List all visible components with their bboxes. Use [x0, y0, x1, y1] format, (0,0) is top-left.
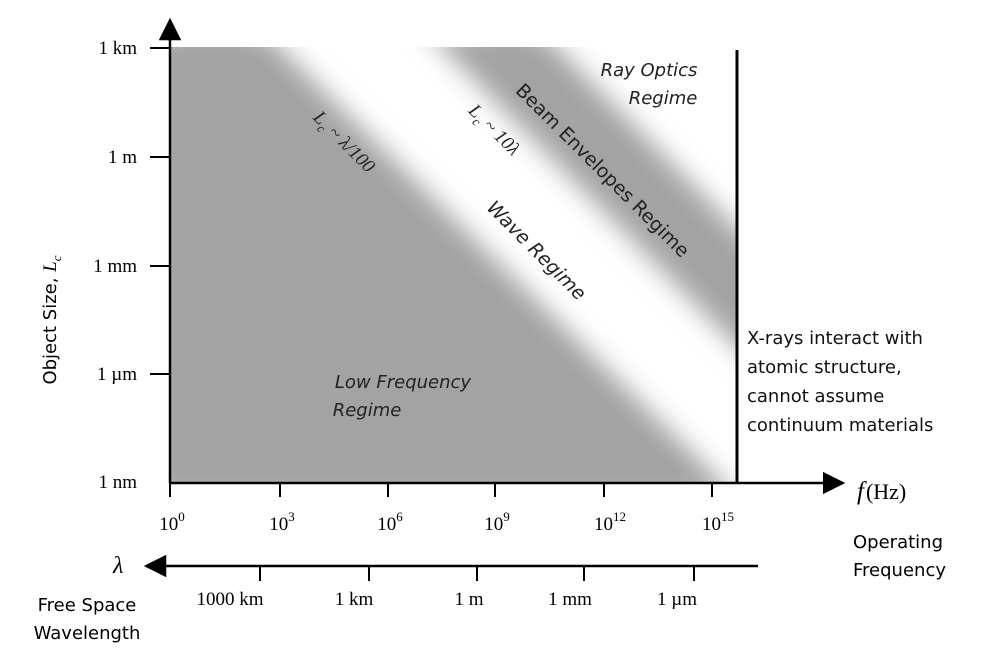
free-space-caption-1: Free Space	[38, 595, 137, 616]
wavelength-tick-label: 1 mm	[548, 589, 592, 610]
ray-optics-label-1: Ray Optics	[601, 60, 698, 81]
x-tick-label: 109	[484, 509, 510, 535]
x-tick-label: 103	[269, 509, 295, 535]
xray-note-line-4: continuum materials	[747, 415, 933, 436]
x-tick-label: 1015	[702, 509, 734, 535]
low-frequency-band	[170, 47, 723, 483]
x-axis-ticks: 100 103 106 109 1012 1015	[159, 483, 734, 535]
wavelength-ticks: 1000 km 1 km 1 m 1 mm 1 µm	[196, 566, 697, 610]
y-tick-label: 1 km	[98, 38, 137, 59]
wavelength-tick-label: 1 km	[335, 589, 374, 610]
x-tick-label: 106	[377, 509, 403, 535]
ray-optics-label-2: Regime	[629, 88, 698, 109]
wavelength-tick-label: 1 m	[454, 589, 483, 610]
beam-envelopes-band	[441, 47, 738, 348]
regime-bands	[170, 47, 738, 483]
xray-note: X-rays interact with atomic structure, c…	[747, 328, 933, 436]
wavelength-tick-label: 1000 km	[196, 589, 263, 610]
low-frequency-label-2: Regime	[333, 400, 402, 421]
xray-note-line-1: X-rays interact with	[747, 328, 923, 349]
y-axis-title: Object Size, Lc	[40, 255, 64, 384]
x-tick-label: 1012	[594, 509, 626, 535]
wavelength-tick-label: 1 µm	[657, 589, 697, 610]
xray-note-line-2: atomic structure,	[747, 357, 902, 378]
y-tick-label: 1 nm	[98, 472, 137, 493]
operating-frequency-caption-1: Operating	[853, 532, 943, 553]
low-frequency-label-1: Low Frequency	[335, 372, 472, 393]
lambda-symbol: λ	[112, 553, 123, 579]
x-tick-label: 100	[159, 509, 185, 535]
xray-note-line-3: cannot assume	[747, 386, 884, 407]
y-tick-label: 1 m	[108, 147, 137, 168]
operating-frequency-caption-2: Frequency	[853, 560, 946, 581]
y-axis-ticks: 1 km 1 m 1 mm 1 µm 1 nm	[93, 38, 170, 493]
y-tick-label: 1 µm	[97, 364, 137, 385]
y-tick-label: 1 mm	[93, 256, 137, 277]
free-space-caption-2: Wavelength	[34, 623, 141, 644]
x-axis-title: f(Hz)	[857, 478, 906, 505]
